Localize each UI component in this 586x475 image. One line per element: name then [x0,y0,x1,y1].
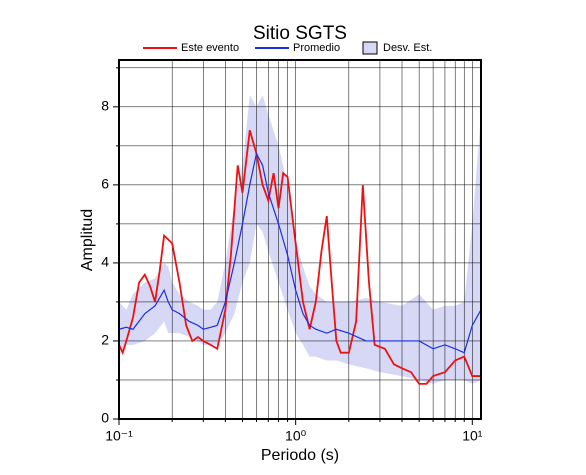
y-tick-label: 8 [101,98,109,114]
std-band [119,95,481,384]
x-tick-label: 10¹ [462,428,483,444]
legend-swatch [362,41,378,55]
legend-label: Desv. Est. [383,42,432,54]
plot-frame [118,59,482,420]
y-tick-label: 2 [101,332,109,348]
chart-title: Sitio SGTS [253,23,347,44]
y-tick-label: 0 [101,410,109,426]
x-tick-label: 10⁻¹ [105,428,133,444]
x-axis-label: Periodo (s) [261,447,339,464]
y-tick-label: 6 [101,176,109,192]
legend-label: Promedio [293,42,340,54]
legend-label: Este evento [181,42,239,54]
y-axis-label: Amplitud [79,209,96,271]
y-tick-label: 4 [101,254,109,270]
x-tick-label: 10⁰ [285,428,307,444]
series-line [118,129,481,385]
series-line [118,151,482,354]
